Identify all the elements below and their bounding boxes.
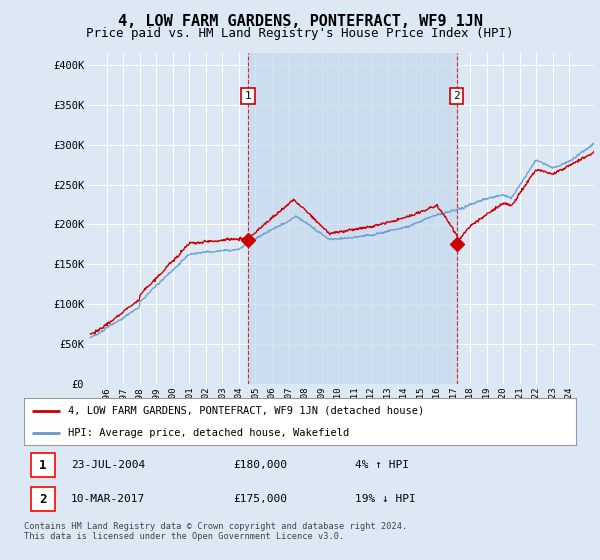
Text: 10-MAR-2017: 10-MAR-2017 xyxy=(71,494,145,504)
Text: £180,000: £180,000 xyxy=(234,460,288,470)
Text: 19% ↓ HPI: 19% ↓ HPI xyxy=(355,494,416,504)
Text: Contains HM Land Registry data © Crown copyright and database right 2024.
This d: Contains HM Land Registry data © Crown c… xyxy=(24,522,407,542)
Text: 4, LOW FARM GARDENS, PONTEFRACT, WF9 1JN (detached house): 4, LOW FARM GARDENS, PONTEFRACT, WF9 1JN… xyxy=(68,406,424,416)
Text: HPI: Average price, detached house, Wakefield: HPI: Average price, detached house, Wake… xyxy=(68,428,349,438)
Text: 2: 2 xyxy=(39,493,47,506)
Text: 4% ↑ HPI: 4% ↑ HPI xyxy=(355,460,409,470)
Text: 4, LOW FARM GARDENS, PONTEFRACT, WF9 1JN: 4, LOW FARM GARDENS, PONTEFRACT, WF9 1JN xyxy=(118,14,482,29)
FancyBboxPatch shape xyxy=(31,487,55,511)
Text: 1: 1 xyxy=(245,91,251,101)
Text: Price paid vs. HM Land Registry's House Price Index (HPI): Price paid vs. HM Land Registry's House … xyxy=(86,27,514,40)
Text: 2: 2 xyxy=(454,91,460,101)
Text: 1: 1 xyxy=(39,459,47,472)
Bar xyxy=(248,53,457,384)
Text: £175,000: £175,000 xyxy=(234,494,288,504)
FancyBboxPatch shape xyxy=(31,453,55,477)
Text: 23-JUL-2004: 23-JUL-2004 xyxy=(71,460,145,470)
